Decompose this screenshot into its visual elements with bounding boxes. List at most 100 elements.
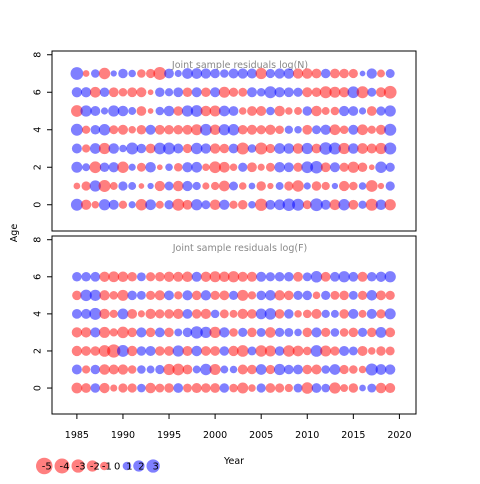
residual-bubble — [209, 199, 221, 211]
residual-bubble — [127, 345, 138, 357]
residual-bubble — [348, 346, 358, 356]
residual-bubble — [375, 327, 387, 338]
residual-bubble — [284, 125, 293, 134]
x-tick-label: 2015 — [341, 430, 365, 441]
residual-bubble — [238, 107, 247, 115]
residual-bubble — [229, 309, 238, 318]
residual-bubble — [153, 67, 167, 80]
residual-bubble — [246, 124, 257, 135]
residual-bubble — [229, 383, 238, 393]
residual-bubble — [228, 143, 239, 154]
residual-bubble — [98, 345, 111, 357]
residual-bubble — [210, 87, 221, 98]
residual-bubble — [348, 106, 359, 116]
residual-bubble — [329, 364, 341, 375]
residual-bubble — [209, 161, 221, 174]
residual-bubble — [237, 68, 248, 79]
residual-bubble — [136, 290, 146, 300]
y-tick-label: 2 — [32, 164, 43, 170]
residual-bubble — [274, 87, 285, 98]
x-tick-label: 1995 — [157, 430, 181, 441]
residual-bubble — [237, 308, 248, 320]
residual-bubble — [89, 86, 101, 98]
residual-bubble — [117, 161, 129, 173]
residual-bubble — [147, 108, 154, 114]
residual-bubble — [247, 162, 257, 173]
residual-bubble — [80, 199, 92, 210]
residual-bubble — [163, 142, 175, 155]
residual-bubble — [329, 124, 341, 136]
residual-bubble — [339, 162, 349, 172]
residual-bubble — [81, 272, 91, 282]
residual-bubble — [330, 309, 339, 318]
legend-bubble — [54, 458, 70, 474]
panel-log-f: Joint sample residuals log(F) 0 2 4 6 8 — [32, 235, 417, 415]
legend-bubble — [146, 459, 160, 473]
residual-bubble — [294, 310, 302, 318]
residual-bubble — [384, 199, 396, 211]
residual-bubble — [265, 327, 276, 338]
residual-bubble — [117, 105, 129, 117]
y-tick-label: 8 — [32, 52, 43, 58]
residual-bubble — [357, 162, 368, 172]
residual-bubble — [293, 271, 303, 282]
residual-bubble — [200, 123, 212, 136]
residual-bubble — [108, 271, 120, 283]
residual-bubble — [128, 107, 137, 115]
residual-bubble — [219, 309, 229, 319]
residual-bubble — [247, 346, 257, 356]
residual-bubble — [117, 326, 129, 339]
residual-bubble — [81, 144, 91, 153]
residual-bubble — [155, 309, 165, 319]
residual-bubble — [338, 142, 350, 155]
residual-bubble — [191, 87, 202, 98]
residual-bubble — [126, 142, 139, 155]
residual-bubble — [200, 326, 212, 339]
y-axis-label: Age — [9, 224, 20, 243]
residual-bubble — [338, 271, 350, 283]
residual-bubble — [255, 345, 267, 357]
residual-bubble — [82, 163, 91, 172]
residual-bubble — [329, 162, 340, 173]
residual-bubble — [348, 124, 359, 135]
residual-bubble — [200, 68, 212, 79]
x-tick-label: 2000 — [203, 430, 227, 441]
residual-bubble — [348, 199, 359, 210]
residual-bubble — [294, 125, 302, 134]
residual-bubble — [237, 364, 248, 375]
residual-bubble — [329, 382, 341, 394]
residual-bubble — [247, 364, 257, 375]
residual-bubble — [164, 327, 174, 338]
residual-bubble — [137, 69, 146, 78]
residual-bubble — [284, 272, 294, 282]
residual-bubble — [118, 181, 128, 191]
panel-log-f-title: Joint sample residuals log(F) — [172, 243, 308, 254]
residual-bubble — [127, 383, 137, 393]
residual-bubble — [145, 68, 156, 79]
residual-bubble — [274, 199, 286, 211]
residual-bubble — [118, 383, 128, 393]
residual-bubble — [265, 162, 275, 172]
residual-bubble — [310, 271, 323, 283]
panel-log-n: Joint sample residuals log(N) 0 2 4 6 8 — [32, 50, 417, 232]
residual-bubble — [229, 181, 238, 191]
residual-bubble — [191, 68, 203, 79]
residual-bubble — [293, 383, 303, 393]
residual-bubble — [255, 364, 267, 375]
residual-bubble — [137, 365, 146, 374]
residual-bubble — [117, 271, 129, 283]
residual-bubble — [247, 144, 257, 153]
y-tick-label: 8 — [32, 237, 43, 243]
residual-bubble — [182, 327, 193, 338]
residual-bubble — [283, 87, 294, 98]
residual-bubble — [229, 163, 238, 172]
legend-bubble — [86, 460, 99, 472]
residual-bubble — [191, 345, 202, 357]
residual-bubble — [98, 124, 111, 136]
residual-bubble — [172, 363, 185, 376]
residual-bubble — [274, 309, 285, 319]
legend-label: -3 — [76, 462, 86, 473]
residual-bubble — [339, 364, 349, 375]
residual-bubble — [108, 87, 119, 98]
x-tick-label: 2020 — [387, 430, 411, 441]
